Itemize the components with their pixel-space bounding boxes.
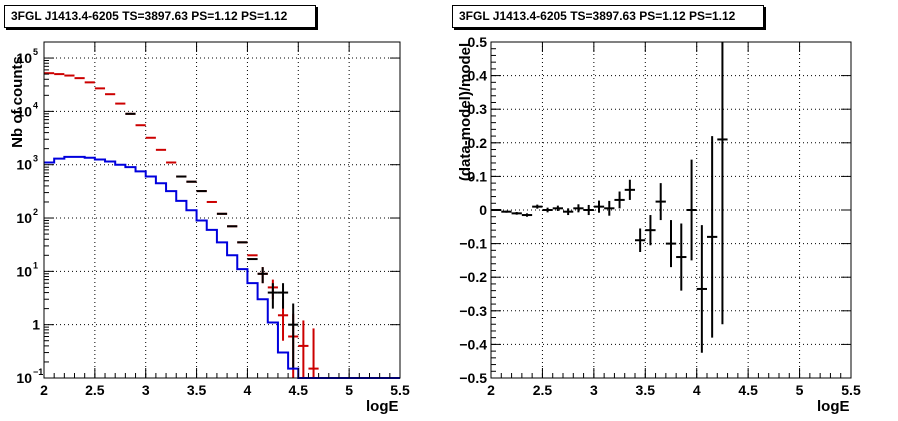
residual-series0-point bbox=[552, 205, 563, 212]
counts-model-step-line bbox=[44, 155, 400, 379]
counts-x-tick-label: 2.5 bbox=[85, 382, 105, 398]
counts-y-tick-exponent: 2 bbox=[33, 207, 38, 217]
residual-series0-point bbox=[542, 207, 553, 213]
residual-series0-point bbox=[573, 204, 584, 213]
residual-y-tick-label: 0 bbox=[479, 202, 487, 218]
counts-y-tick-label: 10 bbox=[16, 370, 32, 386]
counts-x-tick-label: 5.5 bbox=[390, 382, 410, 398]
residual-series0-point bbox=[624, 179, 635, 200]
counts-x-tick-label: 3 bbox=[142, 382, 150, 398]
counts-y-tick-label: 10 bbox=[16, 263, 32, 279]
counts-series1-point bbox=[267, 283, 278, 309]
residual-x-tick-label: 2.5 bbox=[533, 382, 553, 398]
residual-y-tick-label: 0.1 bbox=[468, 168, 488, 184]
residual-x-tick-label: 4.5 bbox=[738, 382, 758, 398]
residual-series0-point bbox=[717, 42, 728, 325]
residual-series0-point bbox=[707, 136, 718, 338]
residual-series0-point bbox=[593, 200, 605, 213]
residual-series0-point bbox=[645, 215, 656, 246]
residual-y-tick-label: −0.5 bbox=[459, 370, 487, 386]
residual-y-tick-label: −0.3 bbox=[459, 303, 487, 319]
residual-series0-point bbox=[583, 204, 594, 216]
left-plot-title: 3FGL J1413.4-6205 TS=3897.63 PS=1.12 PS=… bbox=[4, 5, 316, 28]
counts-y-tick-label: 10 bbox=[16, 103, 32, 119]
residual-series0-point bbox=[614, 191, 625, 209]
counts-series1-point bbox=[277, 283, 289, 309]
counts-series1-point bbox=[257, 267, 268, 284]
residual-y-tick-label: 0.3 bbox=[468, 101, 488, 117]
counts-plot-frame bbox=[43, 41, 401, 379]
right-plot-title: 3FGL J1413.4-6205 TS=3897.63 PS=1.12 PS=… bbox=[452, 5, 764, 28]
counts-series0-point bbox=[298, 320, 309, 378]
counts-x-tick-label: 3.5 bbox=[187, 382, 207, 398]
counts-y-tick-exponent: −1 bbox=[33, 367, 43, 377]
counts-y-tick-exponent: 5 bbox=[33, 47, 38, 57]
residual-series0-point bbox=[521, 213, 533, 217]
residual-series0-point bbox=[665, 220, 677, 268]
counts-x-tick-label: 4 bbox=[244, 382, 252, 398]
counts-x-axis-label: logE bbox=[366, 398, 399, 415]
residual-series0-point bbox=[532, 204, 543, 209]
residual-series0-point bbox=[696, 225, 707, 353]
residual-x-tick-label: 3 bbox=[590, 382, 598, 398]
residual-x-tick-label: 3.5 bbox=[636, 382, 656, 398]
residual-y-tick-label: −0.2 bbox=[459, 269, 487, 285]
residual-series0-point bbox=[563, 208, 574, 216]
residual-series0-point bbox=[655, 183, 666, 221]
counts-x-tick-label: 5 bbox=[345, 382, 353, 398]
residual-y-tick-label: 0.4 bbox=[468, 68, 488, 84]
residual-series0-point bbox=[635, 228, 646, 252]
counts-y-tick-label: 1 bbox=[32, 317, 40, 333]
residual-x-tick-label: 4 bbox=[693, 382, 701, 398]
counts-y-tick-exponent: 1 bbox=[33, 260, 38, 270]
counts-series1-point bbox=[288, 303, 299, 369]
residual-series0-point bbox=[604, 200, 615, 216]
residual-y-axis-label: (data-model)/model bbox=[457, 43, 474, 181]
counts-x-tick-label: 2 bbox=[40, 382, 48, 398]
residual-series0-point bbox=[676, 223, 687, 291]
counts-y-tick-label: 10 bbox=[16, 50, 32, 66]
residual-series0-point bbox=[511, 212, 522, 215]
counts-y-tick-exponent: 3 bbox=[33, 154, 38, 164]
residual-x-tick-label: 2 bbox=[487, 382, 495, 398]
residual-y-tick-label: 0.2 bbox=[468, 135, 488, 151]
residual-x-tick-label: 5 bbox=[796, 382, 804, 398]
residual-series0-point bbox=[501, 210, 512, 213]
residual-series0-point bbox=[686, 159, 697, 261]
counts-y-tick-exponent: 4 bbox=[33, 100, 38, 110]
residual-y-tick-label: −0.1 bbox=[459, 236, 487, 252]
counts-y-tick-label: 10 bbox=[16, 157, 32, 173]
residual-y-tick-label: −0.4 bbox=[459, 336, 487, 352]
residual-y-tick-label: 0.5 bbox=[468, 34, 488, 50]
counts-series0-point bbox=[308, 328, 319, 378]
residual-x-tick-label: 5.5 bbox=[841, 382, 861, 398]
counts-y-tick-label: 10 bbox=[16, 210, 32, 226]
residual-x-axis-label: logE bbox=[817, 398, 850, 415]
counts-x-tick-label: 4.5 bbox=[289, 382, 309, 398]
counts-y-axis-label: Nb of counts bbox=[9, 56, 26, 148]
